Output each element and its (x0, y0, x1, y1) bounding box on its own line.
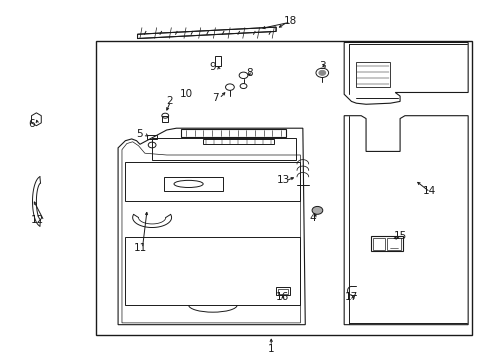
Bar (125, 162, 300, 202)
Bar (356, 62, 389, 87)
Bar (278, 289, 287, 294)
Bar (125, 237, 300, 305)
Text: 3: 3 (318, 61, 325, 71)
Text: 18: 18 (284, 16, 297, 26)
Text: 13: 13 (276, 175, 289, 185)
Text: 11: 11 (133, 243, 146, 253)
Text: 15: 15 (393, 231, 406, 242)
Bar (96, 41, 471, 336)
Text: 7: 7 (212, 93, 218, 103)
Circle shape (311, 206, 322, 214)
Text: 16: 16 (275, 292, 288, 302)
Text: 1: 1 (267, 343, 274, 354)
Bar (181, 129, 285, 137)
Text: 9: 9 (209, 63, 216, 72)
Text: 8: 8 (245, 68, 252, 78)
Bar (386, 238, 400, 250)
Text: 10: 10 (179, 89, 192, 99)
Bar (370, 237, 402, 251)
Text: 12: 12 (31, 215, 44, 225)
Bar (372, 238, 384, 250)
Circle shape (318, 70, 325, 75)
Bar (146, 135, 157, 139)
Text: 17: 17 (344, 292, 357, 302)
Bar (215, 57, 221, 66)
Bar (152, 138, 295, 160)
Bar (162, 116, 168, 122)
Text: 6: 6 (28, 118, 35, 129)
Bar (164, 177, 222, 191)
Bar (203, 139, 273, 144)
Text: 4: 4 (308, 212, 315, 222)
Text: 2: 2 (165, 96, 172, 107)
Bar (276, 287, 289, 295)
Text: 5: 5 (136, 129, 143, 139)
Text: 14: 14 (422, 186, 435, 197)
